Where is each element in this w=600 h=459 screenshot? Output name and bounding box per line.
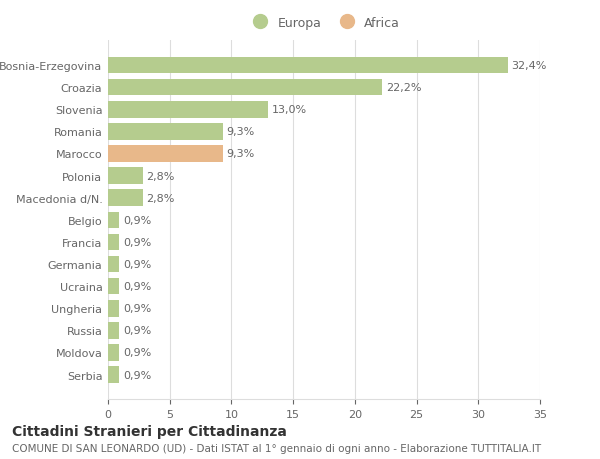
- Text: 2,8%: 2,8%: [146, 171, 175, 181]
- Text: 0,9%: 0,9%: [123, 370, 151, 380]
- Text: 0,9%: 0,9%: [123, 326, 151, 336]
- Text: 32,4%: 32,4%: [512, 61, 547, 71]
- Text: 9,3%: 9,3%: [226, 127, 255, 137]
- Text: 0,9%: 0,9%: [123, 281, 151, 291]
- Bar: [108, 190, 143, 207]
- Bar: [108, 80, 382, 96]
- Bar: [108, 344, 119, 361]
- Text: 0,9%: 0,9%: [123, 259, 151, 269]
- Bar: [108, 102, 268, 118]
- Text: 0,9%: 0,9%: [123, 237, 151, 247]
- Legend: Europa, Africa: Europa, Africa: [243, 12, 405, 35]
- Text: 0,9%: 0,9%: [123, 348, 151, 358]
- Text: 9,3%: 9,3%: [226, 149, 255, 159]
- Bar: [108, 256, 119, 273]
- Bar: [108, 300, 119, 317]
- Text: 22,2%: 22,2%: [386, 83, 421, 93]
- Text: 0,9%: 0,9%: [123, 215, 151, 225]
- Bar: [108, 146, 223, 162]
- Bar: [108, 168, 143, 185]
- Bar: [108, 278, 119, 295]
- Bar: [108, 124, 223, 140]
- Bar: [108, 322, 119, 339]
- Text: Cittadini Stranieri per Cittadinanza: Cittadini Stranieri per Cittadinanza: [12, 425, 287, 438]
- Bar: [108, 234, 119, 251]
- Text: 13,0%: 13,0%: [272, 105, 307, 115]
- Bar: [108, 57, 508, 74]
- Text: COMUNE DI SAN LEONARDO (UD) - Dati ISTAT al 1° gennaio di ogni anno - Elaborazio: COMUNE DI SAN LEONARDO (UD) - Dati ISTAT…: [12, 443, 541, 453]
- Text: 0,9%: 0,9%: [123, 303, 151, 313]
- Text: 2,8%: 2,8%: [146, 193, 175, 203]
- Bar: [108, 366, 119, 383]
- Bar: [108, 212, 119, 229]
